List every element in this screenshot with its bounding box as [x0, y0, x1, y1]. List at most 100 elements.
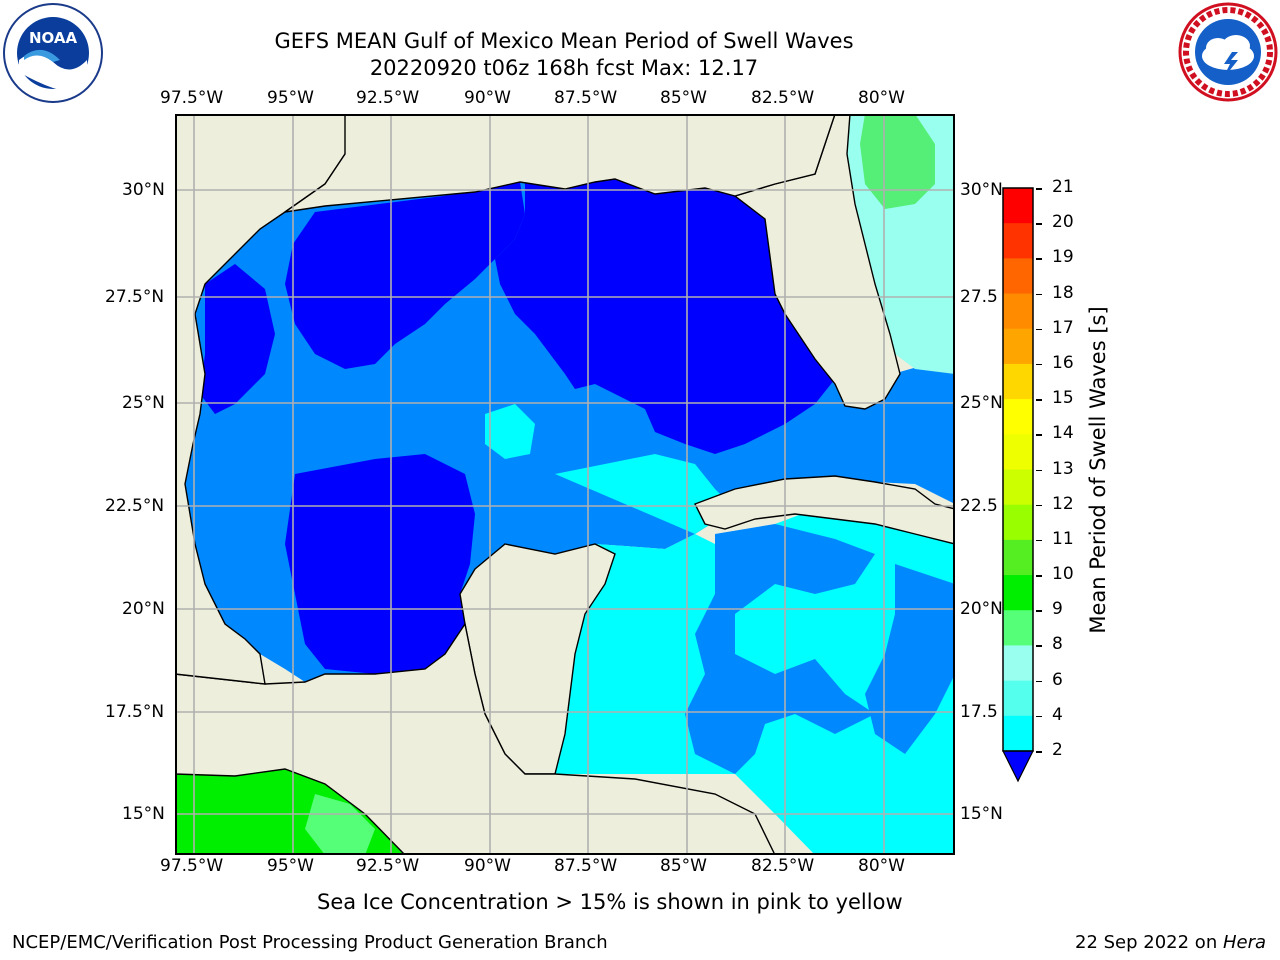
colorbar-tick-label: 12 — [1052, 493, 1074, 514]
colorbar-tick-mark — [1036, 293, 1042, 296]
lon-label-top: 85°W — [660, 88, 707, 108]
lat-label-left: 15°N — [122, 804, 165, 824]
lat-label-right: 22.5 — [960, 496, 998, 516]
colorbar-tick-label: 16 — [1052, 352, 1074, 373]
map-frame — [175, 114, 955, 855]
lat-label-left: 17.5°N — [105, 702, 165, 722]
lon-label-bottom: 90°W — [464, 856, 511, 876]
colorbar-cell — [1003, 575, 1033, 611]
colorbar-cell — [1003, 363, 1033, 400]
colorbar-tick-label: 20 — [1052, 212, 1074, 233]
swell-period-map — [175, 114, 955, 855]
lon-label-top: 90°W — [464, 88, 511, 108]
lat-label-left: 22.5°N — [105, 496, 165, 516]
colorbar-tick-mark — [1036, 610, 1042, 612]
colorbar-tick-label: 13 — [1052, 458, 1074, 479]
chart-subtitle: 20220920 t06z 168h fcst Max: 12.17 — [369, 56, 759, 80]
colorbar-tick-label: 11 — [1052, 528, 1074, 549]
lat-label-right: 27.5 — [960, 287, 998, 307]
colorbar-cell — [1003, 293, 1033, 330]
colorbar-cell — [1003, 645, 1033, 682]
colorbar-cell — [1003, 504, 1033, 541]
colorbar-cell — [1003, 680, 1033, 717]
lon-label-bottom: 80°W — [858, 856, 905, 876]
lon-label-bottom: 82.5°W — [751, 856, 815, 876]
colorbar-tick-mark — [1036, 504, 1042, 507]
sea-ice-note: Sea Ice Concentration > 15% is shown in … — [317, 890, 903, 914]
gulf-darkblue-east — [495, 179, 835, 454]
colorbar-cell — [1003, 258, 1033, 295]
colorbar-tick-mark — [1036, 328, 1042, 331]
colorbar-cell — [1003, 610, 1033, 646]
lat-label-left: 20°N — [122, 599, 165, 619]
colorbar-tick-label: 15 — [1052, 388, 1074, 409]
footer-host: Hera — [1222, 932, 1266, 953]
chart-title: GEFS MEAN Gulf of Mexico Mean Period of … — [274, 29, 854, 53]
colorbar-cell — [1003, 223, 1033, 259]
atlantic-green-region — [860, 114, 935, 209]
gulf-darkblue-west — [200, 264, 275, 414]
colorbar-cell — [1003, 539, 1033, 576]
colorbar-tick-label: 6 — [1052, 669, 1063, 690]
lon-label-top: 82.5°W — [751, 88, 815, 108]
map-gridlines — [175, 114, 955, 855]
colorbar-tick-mark — [1036, 751, 1042, 753]
colorbar-tick-mark — [1036, 399, 1042, 401]
colorbar-cell — [1003, 188, 1033, 224]
lat-label-left: 25°N — [122, 393, 165, 413]
gulf-darkblue-southwest — [285, 454, 475, 674]
lon-label-bottom: 87.5°W — [554, 856, 618, 876]
colorbar-tick-mark — [1036, 223, 1042, 225]
noaa-logo-icon: NOAA — [2, 2, 104, 104]
lat-label-left: 27.5°N — [105, 287, 165, 307]
lat-label-right: 15°N — [960, 804, 1003, 824]
footer-date: 22 Sep 2022 on Hera — [1075, 932, 1266, 953]
colorbar-cell — [1003, 434, 1033, 470]
pacific-lightgreen-patch — [305, 794, 375, 855]
colorbar-tick-label: 14 — [1052, 423, 1074, 444]
nws-logo-icon — [1178, 2, 1278, 102]
us-gulf-coast — [284, 114, 836, 213]
central-america — [175, 622, 776, 855]
colorbar-tick-label: 2 — [1052, 740, 1063, 760]
colorbar-tick-label: 10 — [1052, 564, 1074, 585]
lat-label-left: 30°N — [122, 180, 165, 200]
lon-label-bottom: 97.5°W — [160, 856, 224, 876]
lon-label-bottom: 92.5°W — [356, 856, 420, 876]
colorbar-tick-label: 8 — [1052, 634, 1063, 655]
gulf-cyan-patch — [485, 404, 535, 459]
colorbar-tick-mark — [1036, 363, 1042, 366]
lat-label-right: 20°N — [960, 599, 1003, 619]
footer-date-text: 22 Sep 2022 on — [1075, 932, 1223, 953]
colorbar-label: Mean Period of Swell Waves [s] — [1086, 306, 1110, 634]
noaa-logo-text: NOAA — [29, 29, 78, 47]
cuba-island — [694, 475, 955, 545]
colorbar-tick-label: 4 — [1052, 704, 1063, 725]
colorbar-cell — [1003, 328, 1033, 365]
lon-label-top: 92.5°W — [356, 88, 420, 108]
colorbar-frame — [1002, 187, 1034, 752]
map-panel — [175, 114, 955, 855]
colorbar-tick-mark — [1036, 469, 1042, 471]
colorbar-cell — [1003, 469, 1033, 506]
lon-label-bottom: 85°W — [660, 856, 707, 876]
colorbar-cell — [1003, 715, 1033, 752]
lat-label-right: 17.5 — [960, 702, 998, 722]
colorbar-tick-mark — [1036, 645, 1042, 647]
caribbean-blue-east — [865, 564, 955, 754]
lon-label-top: 97.5°W — [160, 88, 224, 108]
lon-label-top: 95°W — [267, 88, 314, 108]
lat-label-right: 30°N — [960, 180, 1003, 200]
colorbar-extend-triangle — [1002, 750, 1034, 783]
colorbar-tick-label: 9 — [1052, 599, 1063, 620]
colorbar-tick-mark — [1036, 188, 1042, 190]
lon-label-top: 87.5°W — [554, 88, 618, 108]
colorbar-tick-mark — [1036, 575, 1042, 577]
lat-label-right: 25°N — [960, 393, 1003, 413]
colorbar-cell — [1003, 399, 1033, 435]
gulf-darkblue-north — [285, 182, 525, 369]
colorbar-tick-label: 19 — [1052, 247, 1074, 268]
colorbar-tick-label: 18 — [1052, 282, 1074, 303]
colorbar-tick-mark — [1036, 680, 1042, 683]
colorbar-tick-label: 17 — [1052, 317, 1074, 338]
